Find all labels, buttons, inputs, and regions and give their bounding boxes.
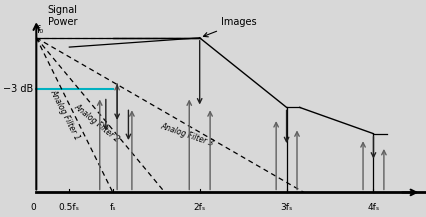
Text: 0.5fₛ: 0.5fₛ bbox=[59, 203, 80, 212]
Text: Analog Filter 1: Analog Filter 1 bbox=[48, 88, 81, 142]
Text: 2fₛ: 2fₛ bbox=[193, 203, 205, 212]
Text: Analog Filter 3: Analog Filter 3 bbox=[158, 122, 214, 148]
Text: fₛ: fₛ bbox=[109, 203, 116, 212]
Text: 3fₛ: 3fₛ bbox=[280, 203, 292, 212]
Text: 0: 0 bbox=[30, 203, 36, 212]
Text: f₀: f₀ bbox=[37, 25, 44, 35]
Text: Analog Filter 2: Analog Filter 2 bbox=[72, 102, 121, 144]
Text: Signal
Power: Signal Power bbox=[47, 5, 77, 27]
Text: −3 dB: −3 dB bbox=[3, 84, 33, 94]
Text: 4fₛ: 4fₛ bbox=[366, 203, 379, 212]
Text: Images: Images bbox=[203, 17, 256, 37]
